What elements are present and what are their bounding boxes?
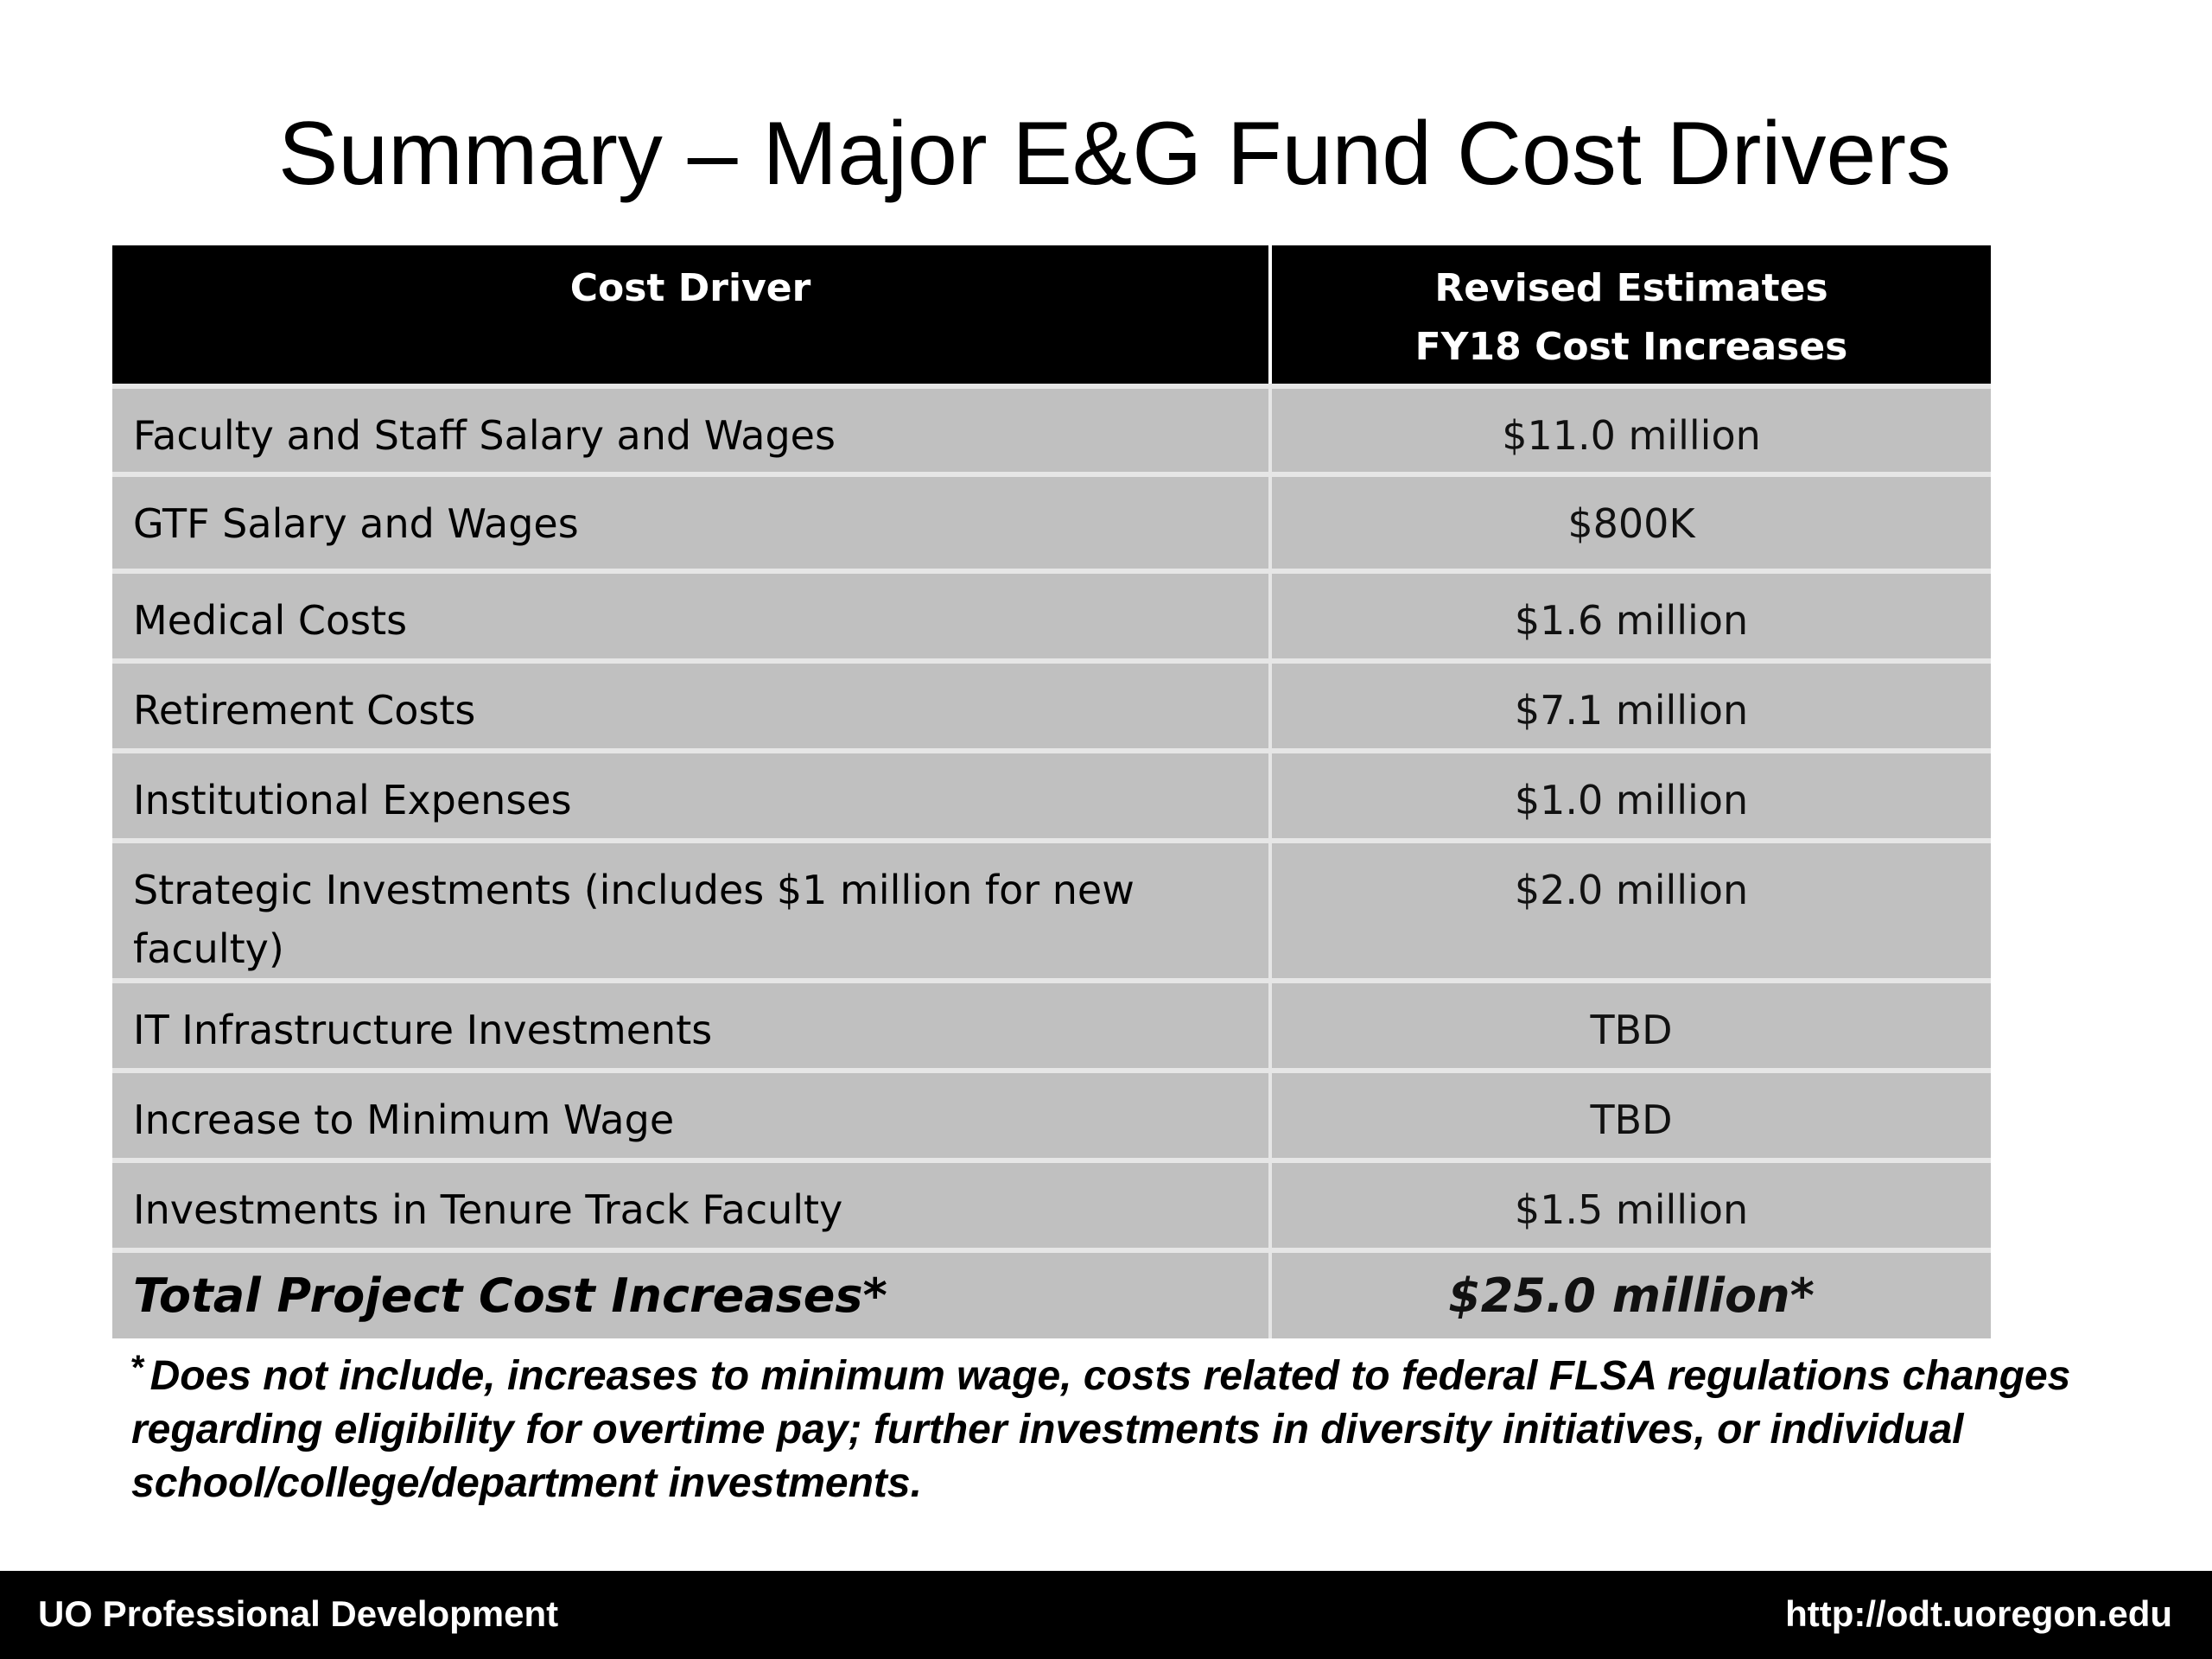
- table-total-row: Total Project Cost Increases* $25.0 mill…: [112, 1248, 1991, 1338]
- header-revised-estimates: Revised Estimates FY18 Cost Increases: [1270, 245, 1991, 386]
- footnote-asterisk: *: [131, 1349, 145, 1387]
- row-value: TBD: [1270, 978, 1991, 1071]
- row-label: Increase to Minimum Wage: [112, 1068, 1272, 1160]
- footnote-text: Does not include, increases to minimum w…: [131, 1353, 2071, 1506]
- footer-bar: UO Professional Development http://odt.u…: [0, 1571, 2212, 1659]
- total-value: $25.0 million*: [1270, 1248, 1991, 1338]
- row-label: IT Infrastructure Investments: [112, 978, 1272, 1071]
- row-label: GTF Salary and Wages: [112, 472, 1272, 571]
- table-header-row: Cost Driver Revised Estimates FY18 Cost …: [112, 245, 1991, 386]
- table-row: Increase to Minimum Wage TBD: [112, 1068, 1991, 1160]
- row-value: $800K: [1270, 472, 1991, 571]
- footer-url: http://odt.uoregon.edu: [1785, 1593, 2172, 1634]
- row-value: $2.0 million: [1270, 838, 1991, 981]
- total-label: Total Project Cost Increases*: [112, 1248, 1272, 1338]
- row-value: $1.0 million: [1270, 748, 1991, 841]
- table-row: Retirement Costs $7.1 million: [112, 658, 1991, 751]
- footer-org-name: UO Professional Development: [38, 1593, 559, 1634]
- row-value: TBD: [1270, 1068, 1991, 1160]
- row-label: Retirement Costs: [112, 658, 1272, 751]
- row-label: Faculty and Staff Salary and Wages: [112, 384, 1272, 474]
- row-label: Strategic Investments (includes $1 milli…: [112, 838, 1272, 981]
- cost-drivers-table: Cost Driver Revised Estimates FY18 Cost …: [112, 245, 1991, 1338]
- table-row: IT Infrastructure Investments TBD: [112, 978, 1991, 1071]
- table-row: Institutional Expenses $1.0 million: [112, 748, 1991, 841]
- row-label: Medical Costs: [112, 569, 1272, 661]
- table-row: Medical Costs $1.6 million: [112, 569, 1991, 661]
- row-value: $11.0 million: [1270, 384, 1991, 474]
- row-label: Institutional Expenses: [112, 748, 1272, 841]
- footnote: * Does not include, increases to minimum …: [131, 1341, 2101, 1510]
- header-cost-driver: Cost Driver: [112, 245, 1272, 386]
- table-row: Faculty and Staff Salary and Wages $11.0…: [112, 384, 1991, 474]
- header-revised-estimates-line1: Revised Estimates: [1434, 266, 1828, 310]
- header-revised-estimates-line2: FY18 Cost Increases: [1414, 325, 1848, 369]
- table-row: Investments in Tenure Track Faculty $1.5…: [112, 1158, 1991, 1250]
- table-row: GTF Salary and Wages $800K: [112, 472, 1991, 571]
- slide-title: Summary – Major E&G Fund Cost Drivers: [277, 104, 1952, 204]
- table-row: Strategic Investments (includes $1 milli…: [112, 838, 1991, 981]
- row-value: $7.1 million: [1270, 658, 1991, 751]
- row-value: $1.6 million: [1270, 569, 1991, 661]
- row-value: $1.5 million: [1270, 1158, 1991, 1250]
- row-label: Investments in Tenure Track Faculty: [112, 1158, 1272, 1250]
